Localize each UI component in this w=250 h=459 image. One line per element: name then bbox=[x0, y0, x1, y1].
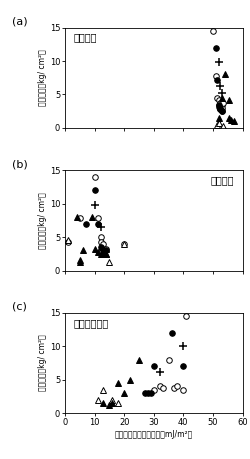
Text: (c): (c) bbox=[12, 302, 26, 312]
Text: 水素結合成分: 水素結合成分 bbox=[74, 318, 109, 328]
X-axis label: 表面エネルギー成分　（mJ/m²）: 表面エネルギー成分 （mJ/m²） bbox=[114, 430, 193, 439]
Y-axis label: 付着強度（kg/ cm²）: 付着強度（kg/ cm²） bbox=[38, 335, 47, 391]
Text: 極性成分: 極性成分 bbox=[210, 175, 234, 185]
Text: 分散成分: 分散成分 bbox=[74, 33, 98, 43]
Text: (b): (b) bbox=[12, 159, 28, 169]
Y-axis label: 付着強度（kg/ cm²）: 付着強度（kg/ cm²） bbox=[38, 192, 47, 249]
Text: (a): (a) bbox=[12, 17, 28, 27]
Y-axis label: 付着強度（kg/ cm²）: 付着強度（kg/ cm²） bbox=[38, 50, 47, 106]
